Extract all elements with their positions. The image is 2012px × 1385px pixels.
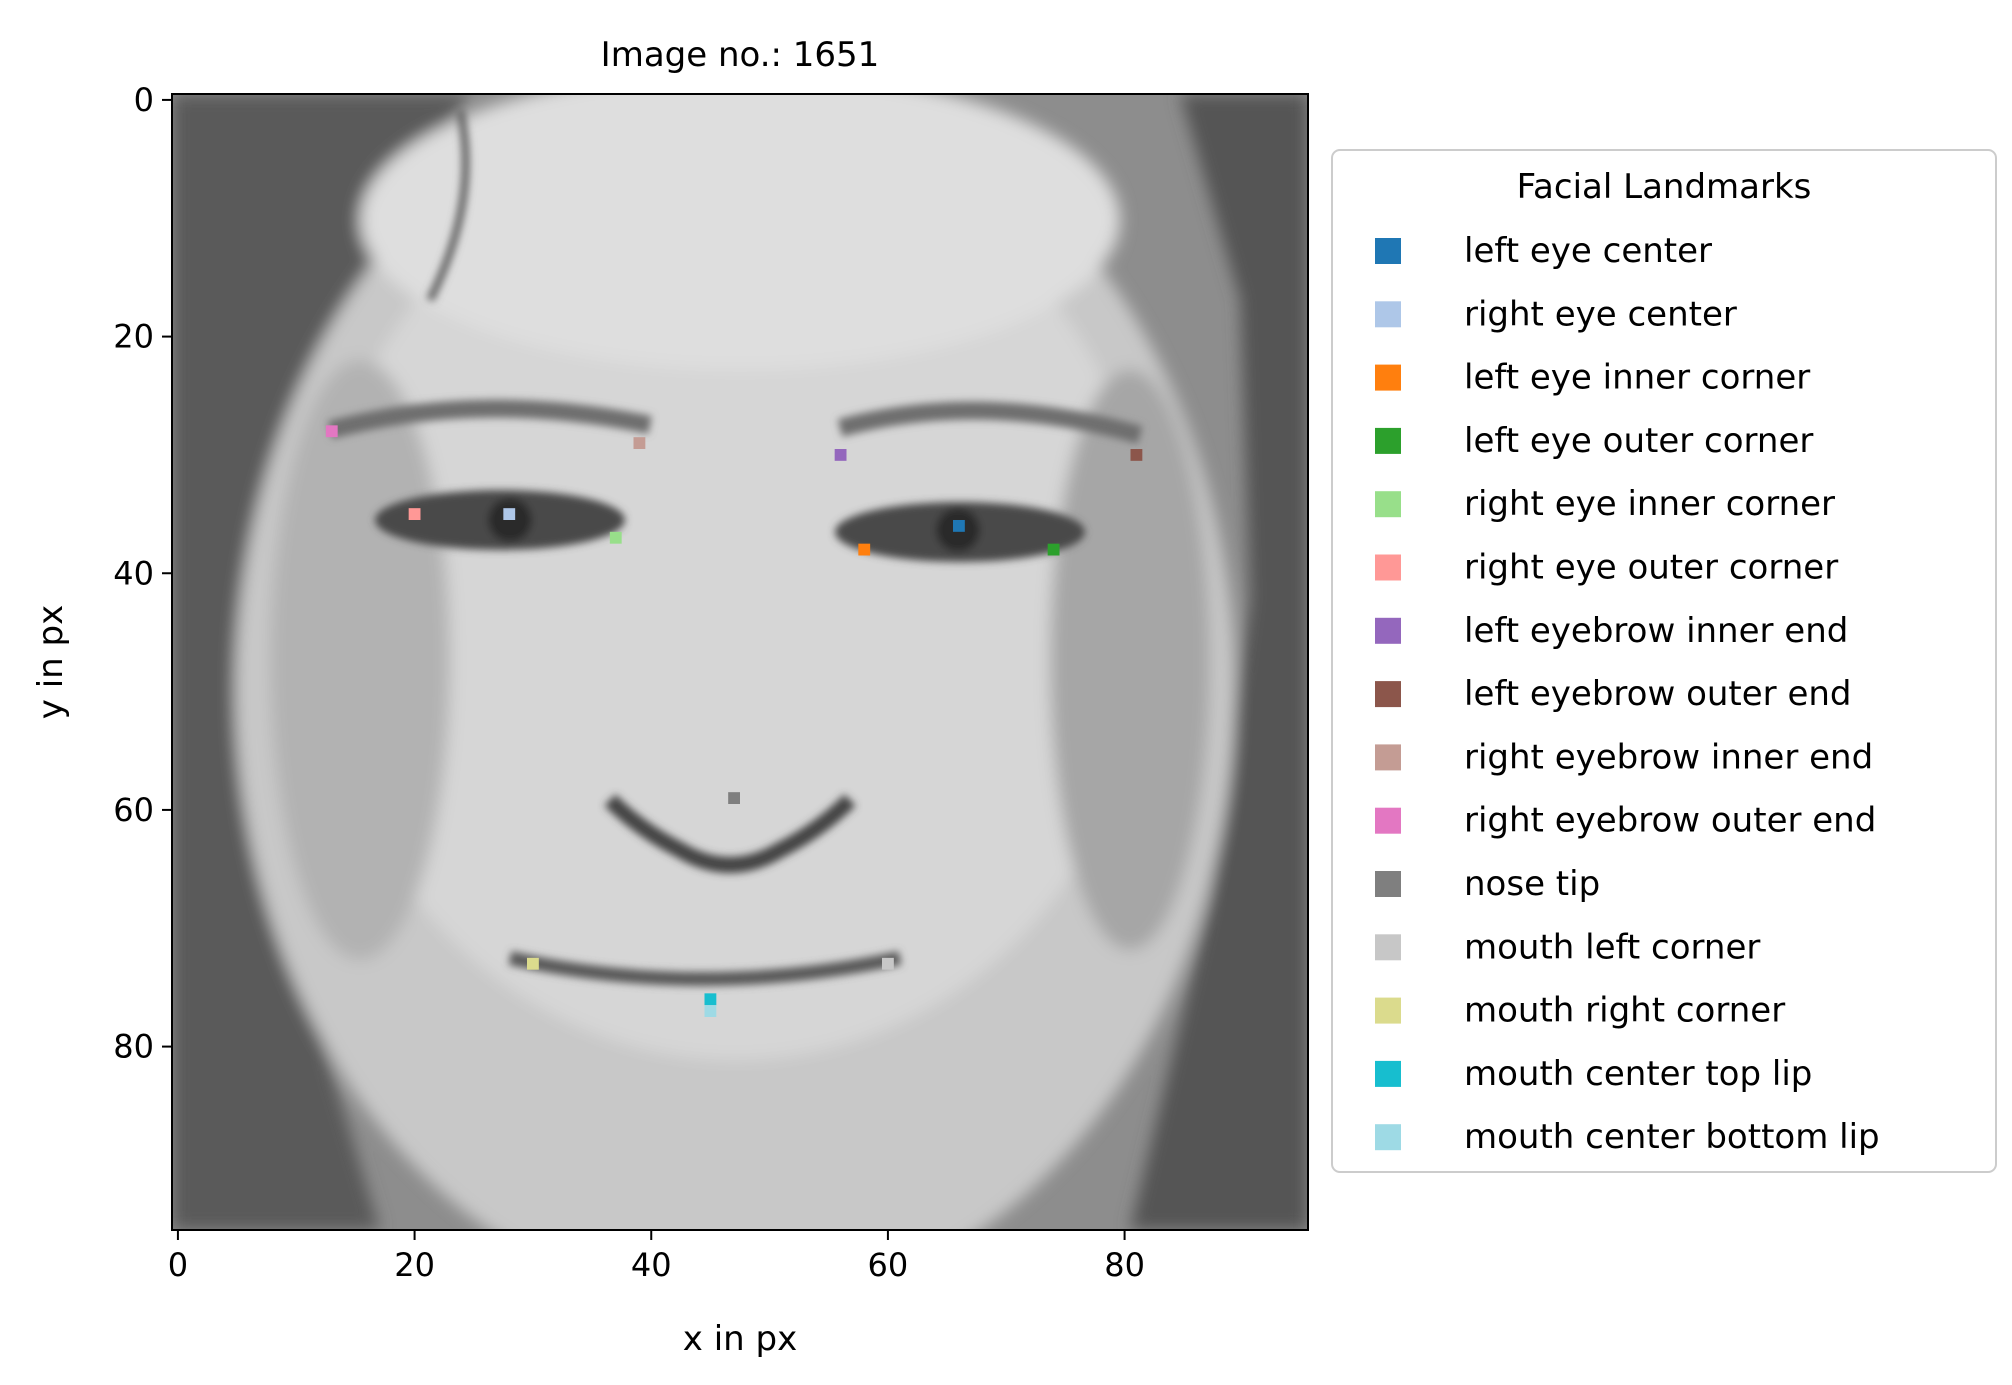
landmark-point <box>1130 449 1143 461</box>
legend-swatch <box>1375 617 1401 644</box>
y-tick-label: 0 <box>134 81 154 119</box>
landmark-point <box>858 543 871 556</box>
x-tick-label: 60 <box>868 1246 909 1284</box>
legend-items: left eye center right eye center left eye … <box>1375 231 1880 1157</box>
legend-swatch <box>1375 807 1401 834</box>
landmark-markers <box>325 425 1143 1017</box>
landmark-point <box>503 508 516 520</box>
x-tick-label: 20 <box>394 1246 435 1284</box>
legend-swatch <box>1375 238 1401 264</box>
legend-label: right eyebrow outer end <box>1464 801 1876 841</box>
legend-swatch <box>1375 871 1401 897</box>
y-axis-label: y in px <box>31 605 71 719</box>
x-tick-label: 0 <box>168 1246 188 1284</box>
landmark-point <box>1047 543 1060 556</box>
legend-label: left eyebrow outer end <box>1464 674 1852 714</box>
landmark-point <box>834 449 847 461</box>
legend-swatch <box>1375 1060 1401 1087</box>
legend-label: left eye center <box>1464 231 1712 271</box>
legend-label: right eye outer corner <box>1464 548 1838 588</box>
legend-label: nose tip <box>1464 864 1600 904</box>
landmark-point <box>609 531 622 544</box>
legend-swatch <box>1375 427 1401 454</box>
legend-label: left eye outer corner <box>1464 421 1813 461</box>
face-photo <box>172 94 1308 1230</box>
landmark-point <box>408 508 421 520</box>
legend-label: right eye center <box>1464 294 1737 334</box>
landmark-point <box>325 425 338 438</box>
landmark-point <box>882 957 894 970</box>
legend-label: mouth center top lip <box>1464 1054 1812 1094</box>
legend-swatch <box>1375 301 1401 328</box>
legend-swatch <box>1375 934 1401 961</box>
landmark-point <box>633 437 646 449</box>
legend-label: mouth center bottom lip <box>1464 1117 1880 1157</box>
legend-swatch <box>1375 1124 1401 1151</box>
legend-label: mouth right corner <box>1464 991 1785 1031</box>
x-tick-label: 40 <box>631 1246 672 1284</box>
legend-swatch <box>1375 997 1401 1024</box>
chart-title: Image no.: 1651 <box>601 35 880 75</box>
legend-swatch <box>1375 681 1401 708</box>
legend-title: Facial Landmarks <box>1517 167 1812 207</box>
landmark-point <box>704 993 717 1006</box>
landmark-point <box>527 957 539 970</box>
landmark-point <box>953 520 965 532</box>
legend-swatch <box>1375 554 1401 581</box>
legend-swatch <box>1375 491 1401 518</box>
legend-label: right eyebrow inner end <box>1464 737 1873 777</box>
legend: Facial Landmarks left eye center right ey… <box>1331 149 1997 1173</box>
legend-label: left eyebrow inner end <box>1464 611 1848 651</box>
legend-label: mouth left corner <box>1464 927 1760 967</box>
x-tick-label: 80 <box>1104 1246 1145 1284</box>
legend-swatch <box>1375 364 1401 391</box>
plot-frame <box>171 93 1309 1231</box>
axis-ticks: 0 20 40 60 80 0 20 40 60 80 <box>113 81 1145 1284</box>
y-tick-label: 20 <box>113 318 154 356</box>
legend-label: right eye inner corner <box>1464 484 1835 524</box>
landmark-point <box>728 792 740 804</box>
landmark-point <box>704 1005 717 1017</box>
y-tick-label: 60 <box>113 791 154 829</box>
legend-swatch <box>1375 744 1401 771</box>
x-axis-label: x in px <box>683 1319 797 1359</box>
y-tick-label: 80 <box>113 1028 154 1066</box>
legend-frame <box>1331 149 1997 1173</box>
legend-label: left eye inner corner <box>1464 358 1810 398</box>
y-tick-label: 40 <box>113 554 154 592</box>
